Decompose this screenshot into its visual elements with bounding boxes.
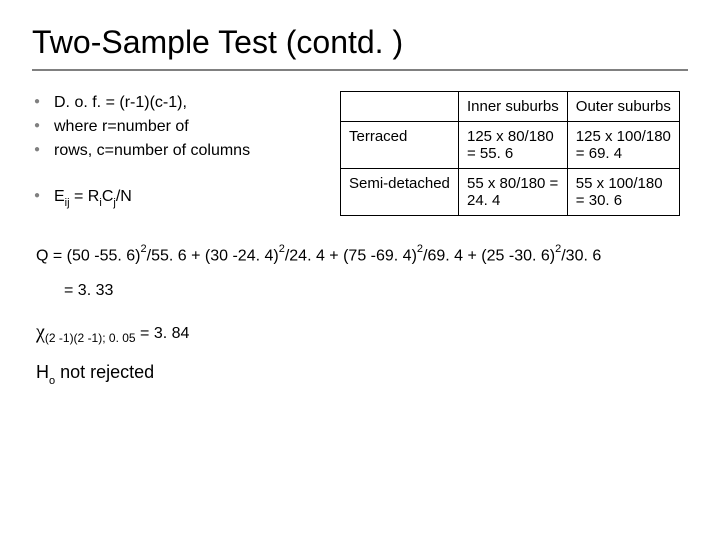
table-rowhead: Semi-detached xyxy=(341,169,459,216)
bullet-item: where r=number of xyxy=(32,115,324,139)
bullet-text: Eij = RiCj/N xyxy=(54,188,132,205)
title-rule xyxy=(32,69,688,71)
table-cell: 125 x 80/180 = 55. 6 xyxy=(458,122,567,169)
table-cell: 55 x 80/180 = 24. 4 xyxy=(458,169,567,216)
bullet-item: D. o. f. = (r-1)(c-1), xyxy=(32,91,324,115)
table-cell: 55 x 100/180 = 30. 6 xyxy=(567,169,679,216)
table-row: Semi-detached 55 x 80/180 = 24. 4 55 x 1… xyxy=(341,169,680,216)
table-header: Outer suburbs xyxy=(567,92,679,122)
table-row: Terraced 125 x 80/180 = 55. 6 125 x 100/… xyxy=(341,122,680,169)
expected-table: Inner suburbs Outer suburbs Terraced 125… xyxy=(340,91,680,216)
bullet-item: rows, c=number of columns xyxy=(32,139,324,163)
bullet-text: rows, c=number of columns xyxy=(54,142,250,159)
bullet-text: D. o. f. = (r-1)(c-1), xyxy=(54,94,187,111)
bullet-list: D. o. f. = (r-1)(c-1), where r=number of… xyxy=(32,91,324,211)
chi-line: χ(2 -1)(2 -1); 0. 05 = 3. 84 xyxy=(36,314,688,350)
q-result: = 3. 33 xyxy=(64,277,688,306)
q-formula: Q = (50 -55. 6)2/55. 6 + (30 -24. 4)2/24… xyxy=(36,242,688,271)
table-cell: 125 x 100/180 = 69. 4 xyxy=(567,122,679,169)
formula-block: Q = (50 -55. 6)2/55. 6 + (30 -24. 4)2/24… xyxy=(36,242,688,390)
slide-title: Two-Sample Test (contd. ) xyxy=(32,24,688,61)
h0-line: Ho not rejected xyxy=(36,356,688,390)
table-header-blank xyxy=(341,92,459,122)
slide-root: Two-Sample Test (contd. ) D. o. f. = (r-… xyxy=(0,0,720,540)
table-header: Inner suburbs xyxy=(458,92,567,122)
table-rowhead: Terraced xyxy=(341,122,459,169)
bullet-item: Eij = RiCj/N xyxy=(32,185,324,211)
table-row: Inner suburbs Outer suburbs xyxy=(341,92,680,122)
bullet-text: where r=number of xyxy=(54,118,189,135)
content-row: D. o. f. = (r-1)(c-1), where r=number of… xyxy=(32,91,688,216)
